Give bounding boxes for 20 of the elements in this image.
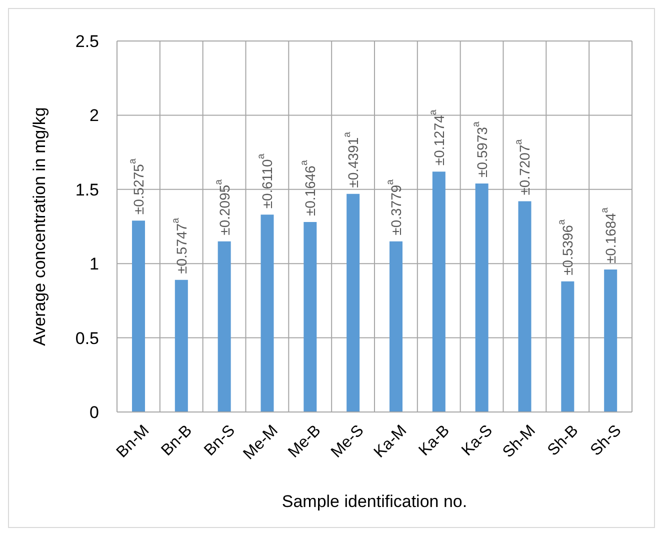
bar <box>132 220 145 412</box>
bar <box>304 222 317 412</box>
bar <box>432 172 446 412</box>
bar <box>390 241 402 412</box>
bar <box>561 281 574 412</box>
y-tick-label: 1 <box>90 254 99 274</box>
y-tick-label: 0.5 <box>75 328 99 348</box>
y-tick-label: 1.5 <box>75 180 99 200</box>
bar <box>604 270 618 412</box>
y-tick-label: 2.5 <box>75 32 99 52</box>
y-tick-label: 0 <box>90 403 99 422</box>
bar <box>518 201 532 412</box>
bar <box>218 241 231 412</box>
x-axis-title: Sample identification no. <box>282 492 468 511</box>
bar <box>174 280 188 412</box>
bar <box>475 183 488 412</box>
y-axis-title: Average concentration in mg/kg <box>30 107 50 346</box>
bar <box>260 214 274 412</box>
y-tick-label: 2 <box>90 106 99 126</box>
bar <box>346 194 360 412</box>
